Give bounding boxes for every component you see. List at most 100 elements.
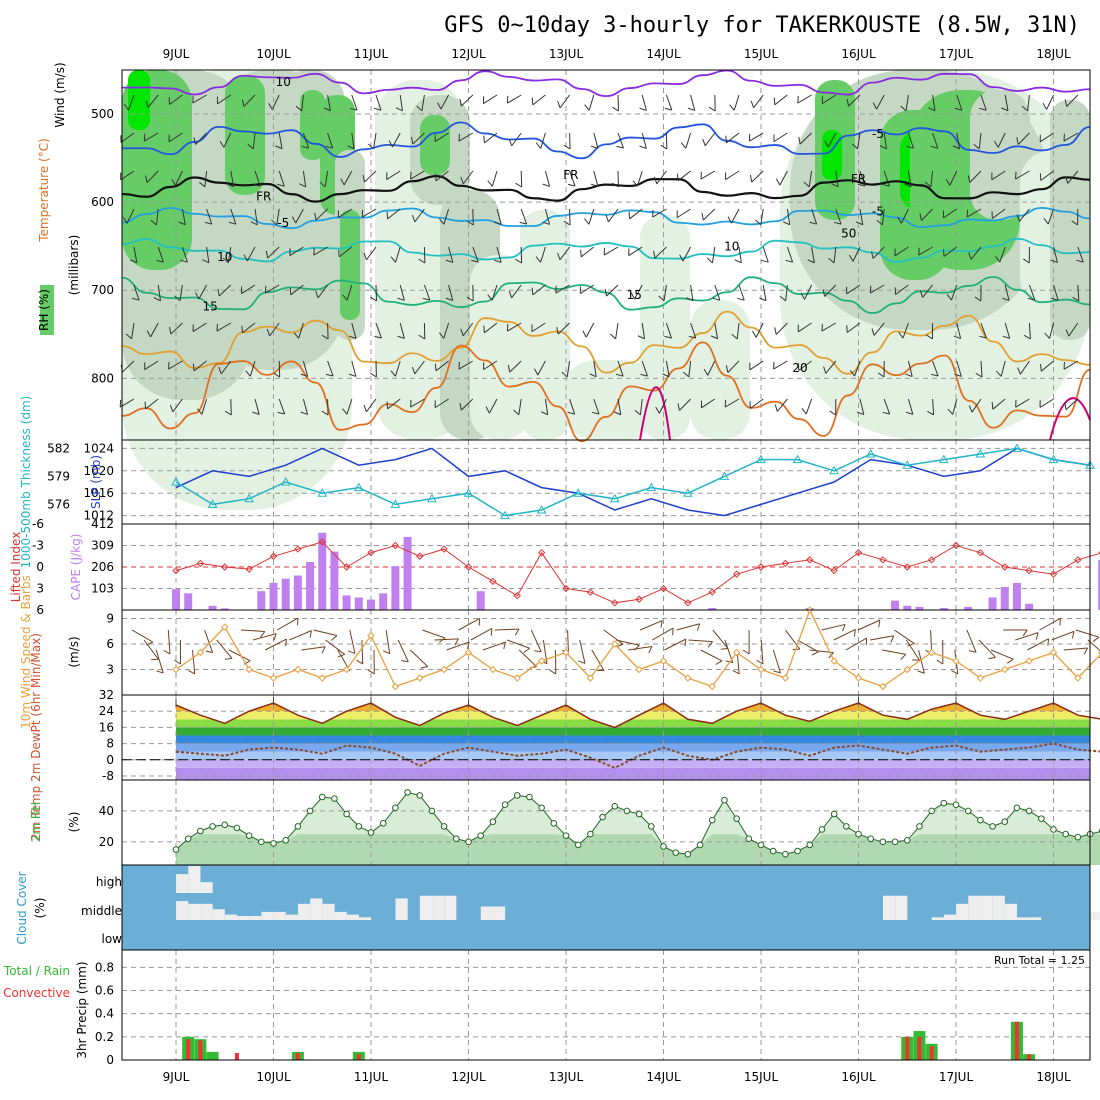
barb-flag <box>298 183 306 188</box>
barb-flag <box>1007 658 1014 664</box>
barb-staff <box>628 246 643 257</box>
barb-staff <box>204 629 214 653</box>
barb-staff <box>206 208 213 225</box>
wind-barb <box>640 360 648 377</box>
barb-flag <box>725 135 727 143</box>
wind-barb <box>458 132 474 142</box>
barb-staff <box>712 629 729 649</box>
barb-staff <box>422 629 446 639</box>
wind-barb <box>628 208 643 220</box>
barb-flag <box>193 137 196 145</box>
surface-wind-barb <box>688 639 713 648</box>
barb-staff <box>1067 170 1079 184</box>
wind-barb <box>927 398 935 416</box>
barb-flag <box>337 210 339 218</box>
barb-flag <box>145 175 148 183</box>
barb-flag <box>204 221 212 225</box>
barb-flag <box>1063 361 1065 370</box>
wind-barb <box>580 246 595 258</box>
barb-flag <box>919 213 922 221</box>
surface-wind-barb <box>446 641 470 651</box>
lifted-index-marker <box>976 548 985 557</box>
wind-speed-marker <box>659 657 668 665</box>
barb-staff <box>242 322 256 334</box>
wind-barb <box>828 246 837 264</box>
barb-staff <box>443 322 450 339</box>
barb-staff <box>460 398 474 411</box>
barb-flag <box>1001 107 1009 112</box>
surface-wind-barb <box>785 629 801 651</box>
barb-flag <box>388 140 393 148</box>
wind-barb <box>846 94 861 107</box>
barb-staff <box>446 641 470 651</box>
barb-flag <box>966 209 969 218</box>
temp-band <box>122 695 1090 703</box>
barb-flag <box>773 134 775 142</box>
rh2m-marker <box>879 838 887 846</box>
barb-staff <box>254 208 258 225</box>
barb-flag <box>321 334 329 340</box>
wind-barb <box>250 208 258 226</box>
temp-axis-label: 2m Temp 2m DewPt (6hr Min/Max) <box>29 633 43 841</box>
barb-staff <box>991 170 1006 181</box>
barb-flag <box>533 368 539 376</box>
barb-staff <box>1053 246 1058 263</box>
barb-staff <box>227 246 232 263</box>
barb-staff <box>290 284 304 296</box>
surface-wind-barb <box>155 649 164 674</box>
barb-flag <box>833 221 842 225</box>
barb-flag <box>633 644 640 651</box>
barb-flag <box>590 145 599 149</box>
barb-flag <box>855 221 863 226</box>
barb-flag <box>460 176 464 185</box>
wind-barb <box>342 284 353 301</box>
barb-flag <box>952 145 960 150</box>
barb-staff <box>918 246 933 256</box>
barb-flag <box>340 178 345 186</box>
barb-staff <box>821 322 837 332</box>
barb-staff <box>762 284 767 301</box>
barb-flag <box>798 136 801 145</box>
wind-barb <box>954 360 962 377</box>
thickness-tick: 576 <box>47 497 70 511</box>
barb-flag <box>991 401 994 410</box>
barb-flag <box>707 641 713 648</box>
barb-flag <box>725 172 727 180</box>
barb-staff <box>532 94 546 106</box>
cloud-bar <box>334 911 347 920</box>
lifted-index-marker <box>464 563 473 571</box>
barb-flag <box>876 219 883 226</box>
wind-barb <box>386 208 401 220</box>
barb-flag <box>946 293 952 301</box>
precip-legend-total: Total / Rain <box>3 964 70 978</box>
wind-barb <box>926 322 934 340</box>
wind-barb <box>809 208 818 225</box>
wind-barb <box>459 94 474 107</box>
cloud-bar <box>358 917 372 920</box>
wind-barb <box>361 208 377 218</box>
wind-barb <box>192 360 207 372</box>
date-label-top: 15JUL <box>744 47 779 61</box>
lifted-index-marker <box>1049 570 1058 578</box>
barb-flag <box>1043 217 1049 225</box>
wind-barb <box>226 170 235 188</box>
barb-flag <box>639 145 647 149</box>
rh2m-marker <box>489 818 497 826</box>
barb-flag <box>779 295 786 302</box>
wind-barb <box>445 284 454 301</box>
wind-barb <box>797 94 812 104</box>
thickness-marker <box>865 448 876 458</box>
barb-flag <box>192 95 194 104</box>
rh-shading <box>225 75 265 195</box>
lifted-index-marker <box>781 559 790 568</box>
barb-flag <box>752 330 757 338</box>
barb-staff <box>579 639 586 664</box>
barb-staff <box>636 170 643 187</box>
rh2m-tick: 40 <box>99 804 114 818</box>
barb-staff <box>218 284 232 297</box>
barb-flag <box>485 406 490 414</box>
barb-flag <box>871 251 874 259</box>
wind-barb <box>749 398 764 409</box>
barb-flag <box>169 326 172 335</box>
wind-barb <box>483 94 498 105</box>
